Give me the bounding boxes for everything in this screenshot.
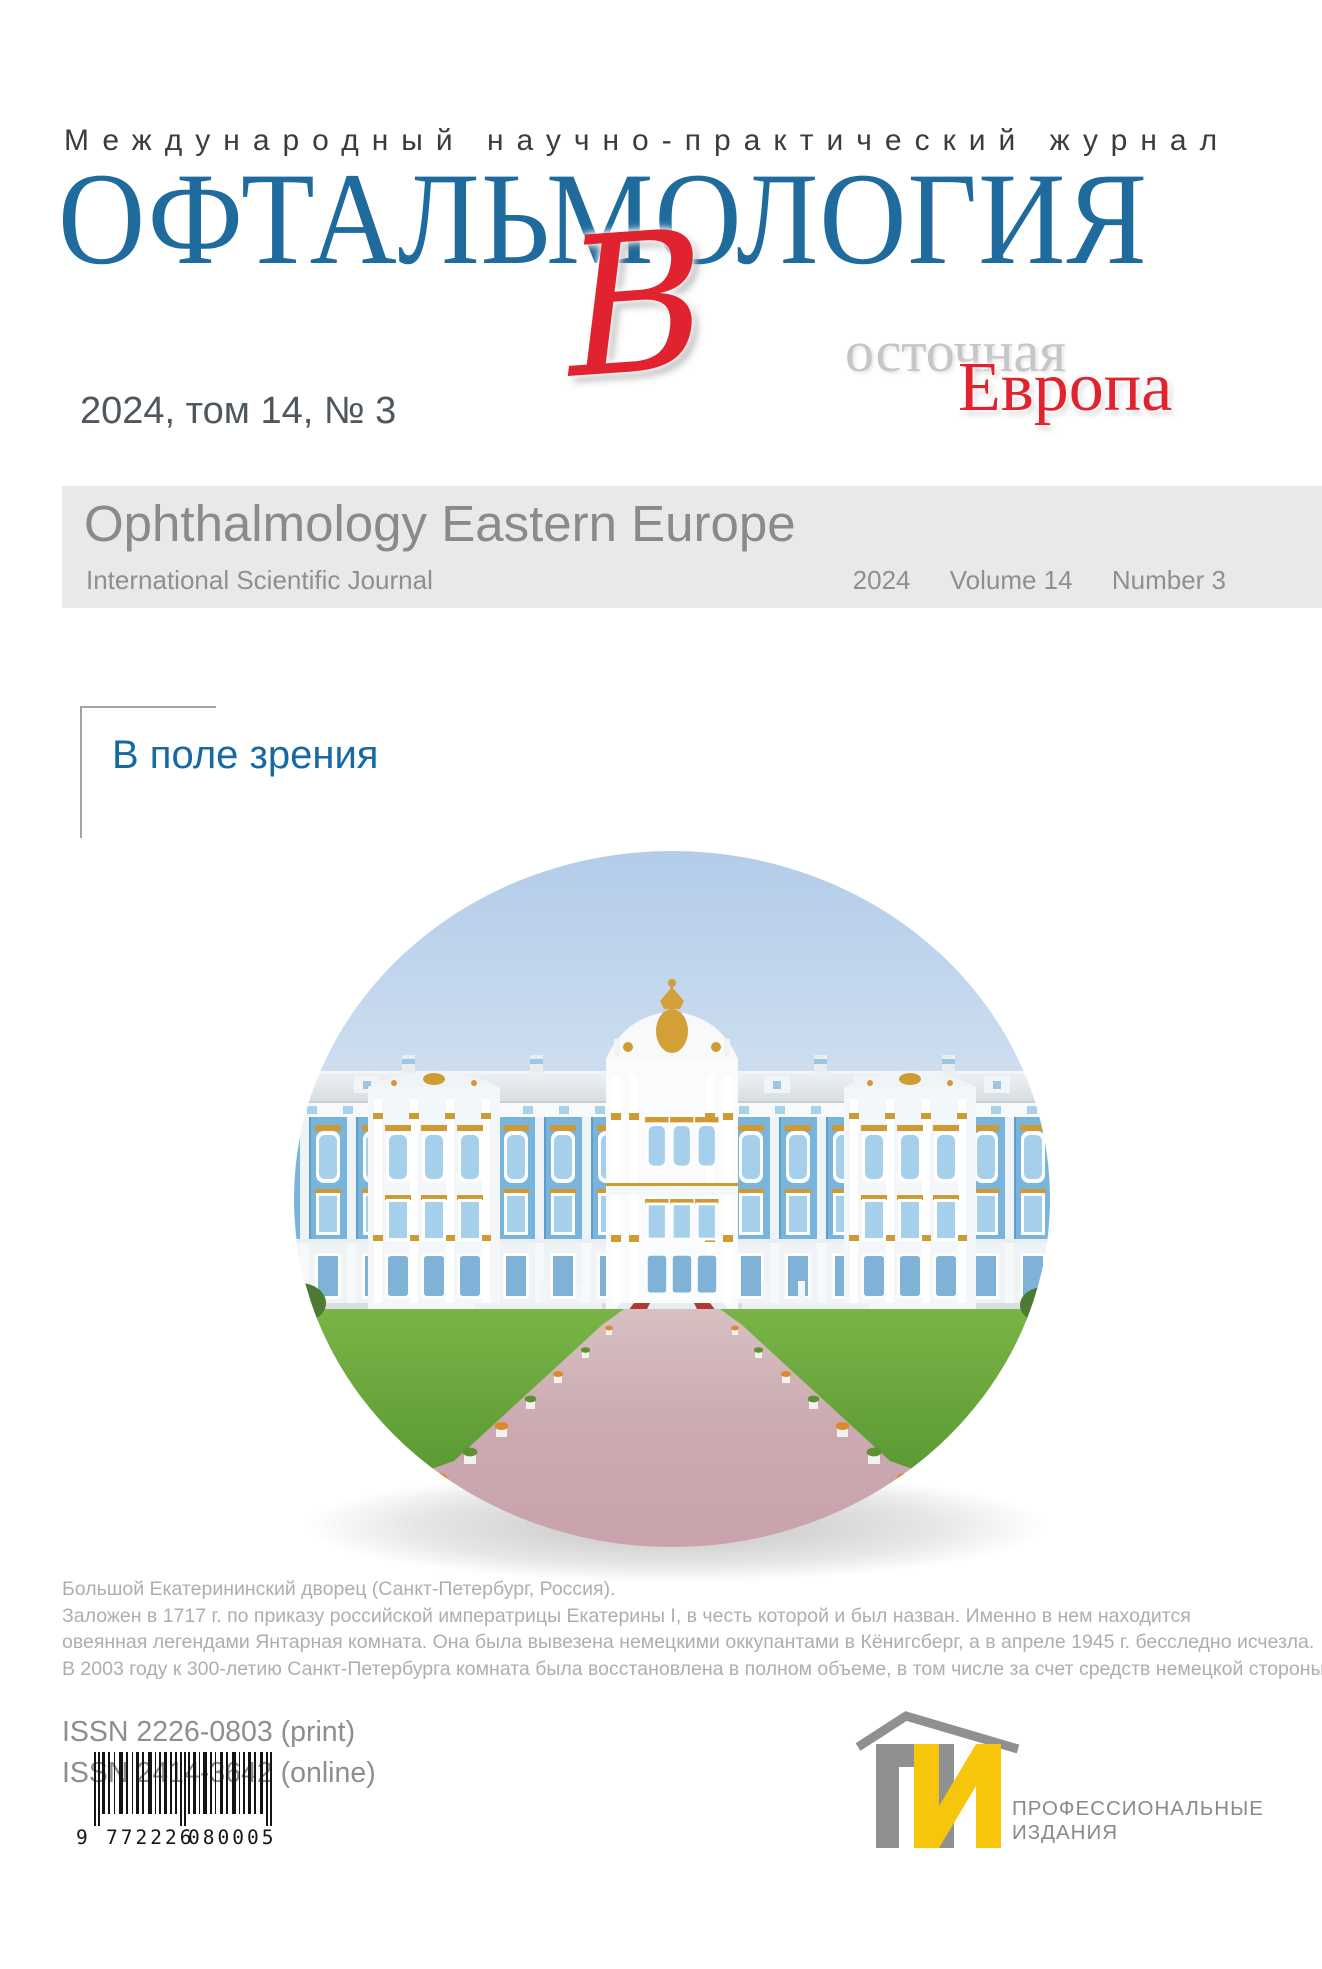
barcode: 9 772226 080005 bbox=[76, 1752, 276, 1848]
banner-title-en: Ophthalmology Eastern Europe bbox=[84, 495, 796, 552]
left-risalit bbox=[368, 1071, 500, 1309]
barcode-bars bbox=[94, 1752, 272, 1826]
caption-line: Заложен в 1717 г. по приказу российской … bbox=[62, 1604, 1191, 1627]
house-roof-icon bbox=[855, 1711, 1020, 1754]
barcode-group-left: 772226 bbox=[106, 1826, 194, 1848]
section-label: В поле зрения bbox=[112, 733, 379, 777]
caption: Большой Екатерининский дворец (Санкт-Пет… bbox=[62, 1576, 1322, 1682]
banner-volume: Volume 14 bbox=[949, 565, 1073, 595]
script-initial-v: В bbox=[558, 189, 715, 422]
publisher-name-line2: ИЗДАНИЯ bbox=[1012, 1821, 1118, 1844]
publisher-logo: ПРОФЕССИОНАЛЬНЫЕ ИЗДАНИЯ bbox=[855, 1711, 1264, 1848]
subtitle-vostochnaya: осточная bbox=[845, 319, 1066, 384]
issn-print: ISSN 2226-0803 (print) bbox=[62, 1716, 356, 1748]
journal-title-wrap: ОФТАЛЬМОЛОГИЯ bbox=[58, 146, 1148, 291]
caption-line: овеянная легендами Янтарная комната. Она… bbox=[62, 1631, 1315, 1653]
roof-chimneys bbox=[402, 1055, 955, 1073]
cover-photo bbox=[294, 851, 1050, 1547]
palace-photo-illustration bbox=[294, 851, 1050, 1547]
central-risalit bbox=[606, 979, 738, 1309]
banner-year: 2024 bbox=[852, 565, 911, 595]
subtitle-evropa: Европа bbox=[958, 349, 1173, 426]
section-corner-rule bbox=[80, 706, 216, 838]
banner-subtitle-en: International Scientific Journal bbox=[86, 565, 433, 595]
journal-title: ОФТАЛЬМОЛОГИЯ bbox=[58, 145, 1148, 292]
banner: Ophthalmology Eastern Europe Internation… bbox=[62, 486, 1322, 608]
banner-issue-en: 2024 Volume 14 Number 3 bbox=[853, 565, 1226, 596]
tagline: Международный научно-практический журнал bbox=[64, 124, 1231, 157]
issue-line: 2024, том 14, № 3 bbox=[80, 390, 397, 432]
caption-line: Большой Екатерининский дворец (Санкт-Пет… bbox=[62, 1578, 616, 1600]
issn-block: ISSN 2226-0803 (print) ISSN 2414-3642 (o… bbox=[62, 1712, 376, 1794]
logo-letter-i bbox=[914, 1744, 1001, 1848]
barcode-group-right: 080005 bbox=[188, 1826, 276, 1848]
right-risalit bbox=[844, 1071, 976, 1309]
publisher-name-line1: ПРОФЕССИОНАЛЬНЫЕ bbox=[1012, 1797, 1264, 1820]
banner-number: Number 3 bbox=[1111, 565, 1226, 595]
barcode-lead-digit: 9 bbox=[76, 1826, 88, 1848]
caption-line: В 2003 году к 300-летию Санкт-Петербурга… bbox=[62, 1657, 1322, 1680]
